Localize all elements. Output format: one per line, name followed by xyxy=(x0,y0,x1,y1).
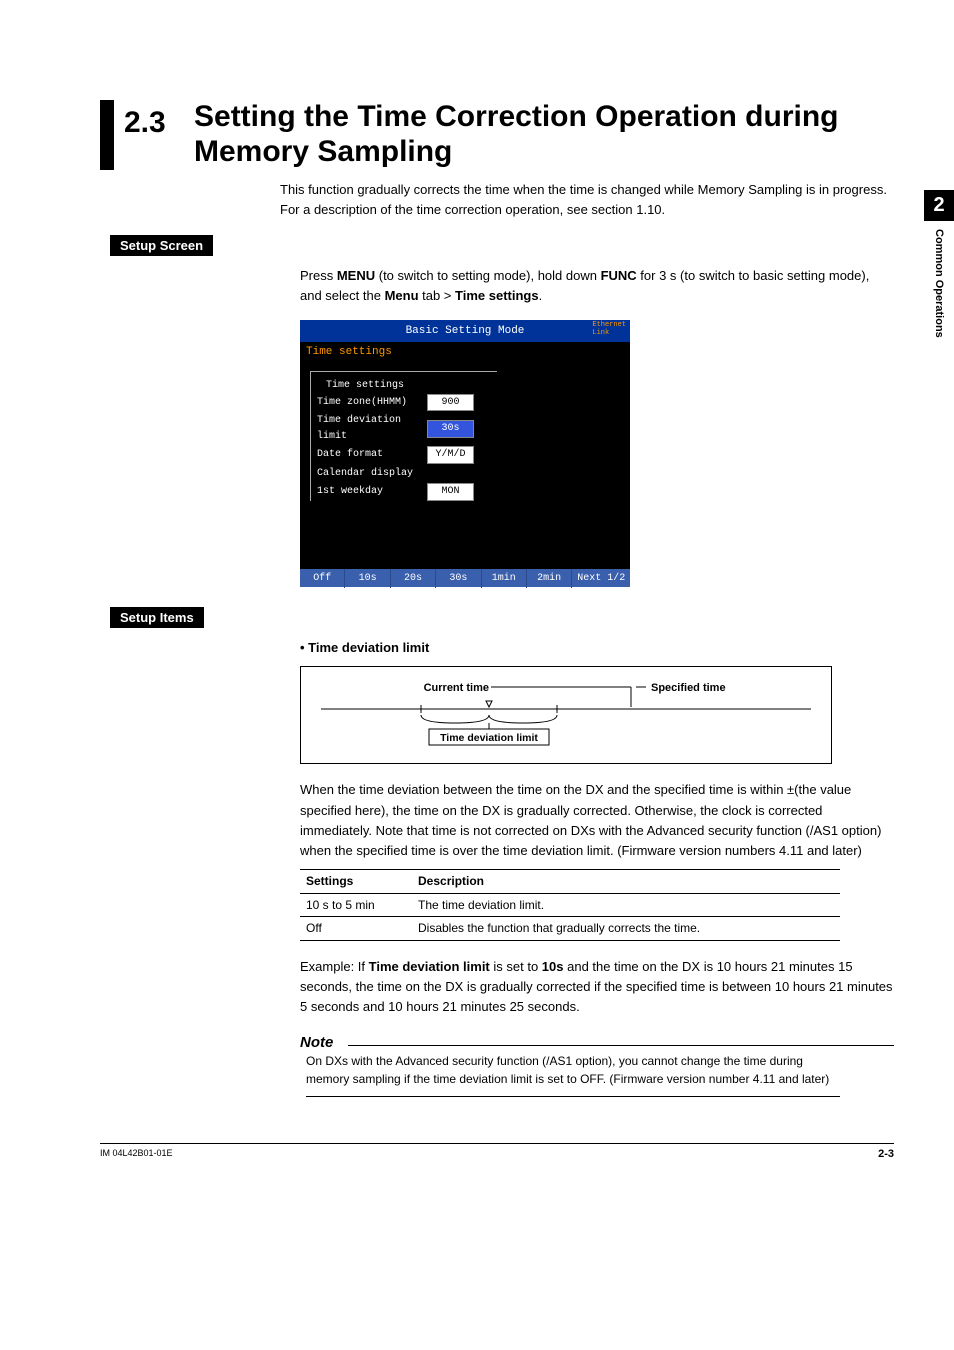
example-paragraph: Example: If Time deviation limit is set … xyxy=(300,957,894,1017)
table-row: Off Disables the function that gradually… xyxy=(300,917,840,941)
specified-time-label: Specified time xyxy=(651,682,726,694)
intro-text: This function gradually corrects the tim… xyxy=(280,180,894,219)
time-deviation-diagram: Current time Specified time Time deviati… xyxy=(300,666,832,764)
softkey: Off xyxy=(300,569,345,589)
section-title: Setting the Time Correction Operation du… xyxy=(194,100,894,169)
softkey: 20s xyxy=(391,569,436,589)
intro-line1: This function gradually corrects the tim… xyxy=(280,180,894,200)
softkey: 30s xyxy=(436,569,481,589)
note-heading: Note xyxy=(300,1031,339,1054)
heading-bar xyxy=(100,100,114,170)
settings-table: Settings Description 10 s to 5 min The t… xyxy=(300,869,840,941)
chapter-number: 2 xyxy=(924,190,954,221)
current-time-label: Current time xyxy=(424,682,489,694)
bullet-heading: Time deviation limit xyxy=(300,638,894,658)
softkey: 10s xyxy=(345,569,390,589)
setup-screen-label: Setup Screen xyxy=(110,235,213,256)
softkey: 1min xyxy=(482,569,527,589)
setting-row: Date format Y/M/D xyxy=(317,446,497,464)
note-body: On DXs with the Advanced security functi… xyxy=(306,1052,840,1097)
page-footer: IM 04L42B01-01E 2-3 xyxy=(100,1143,894,1160)
table-header: Settings xyxy=(300,870,412,894)
softkey: Next 1/2 xyxy=(572,569,630,589)
fieldset-legend: Time settings xyxy=(323,378,407,394)
note-rule xyxy=(348,1045,894,1046)
table-row: 10 s to 5 min The time deviation limit. xyxy=(300,893,840,917)
setup-instructions: Press MENU (to switch to setting mode), … xyxy=(300,266,894,306)
screenshot-tab: Time settings xyxy=(300,342,398,363)
setting-row: Time zone(HHMM) 900 xyxy=(317,394,497,412)
intro-line2: For a description of the time correction… xyxy=(280,200,894,220)
softkey: 2min xyxy=(527,569,572,589)
chapter-title: Common Operations xyxy=(933,221,945,338)
doc-id: IM 04L42B01-01E xyxy=(100,1148,173,1160)
chapter-tab: 2 Common Operations xyxy=(924,190,954,338)
setting-row: Time deviation limit 30s xyxy=(317,413,497,444)
page-number: 2-3 xyxy=(878,1148,894,1160)
table-header: Description xyxy=(412,870,840,894)
setup-items-label: Setup Items xyxy=(110,607,204,628)
screenshot-footer: Off 10s 20s 30s 1min 2min Next 1/2 xyxy=(300,569,630,587)
ethernet-link-icon: Ethernet Link xyxy=(592,322,626,337)
device-screenshot: Basic Setting Mode Ethernet Link Time se… xyxy=(300,320,630,587)
section-heading: 2.3 Setting the Time Correction Operatio… xyxy=(100,100,894,170)
diagram-svg: Current time Specified time Time deviati… xyxy=(321,679,811,749)
screenshot-header: Basic Setting Mode Ethernet Link xyxy=(300,320,630,342)
screenshot-body: Time settings Time zone(HHMM) 900 Time d… xyxy=(300,363,630,569)
explanation-paragraph: When the time deviation between the time… xyxy=(300,780,894,861)
limit-label: Time deviation limit xyxy=(440,732,538,744)
section-number: 2.3 xyxy=(124,100,184,139)
setting-row: 1st weekday MON xyxy=(317,483,497,501)
setting-row: Calendar display xyxy=(317,466,497,482)
screenshot-title: Basic Setting Mode xyxy=(406,323,525,340)
